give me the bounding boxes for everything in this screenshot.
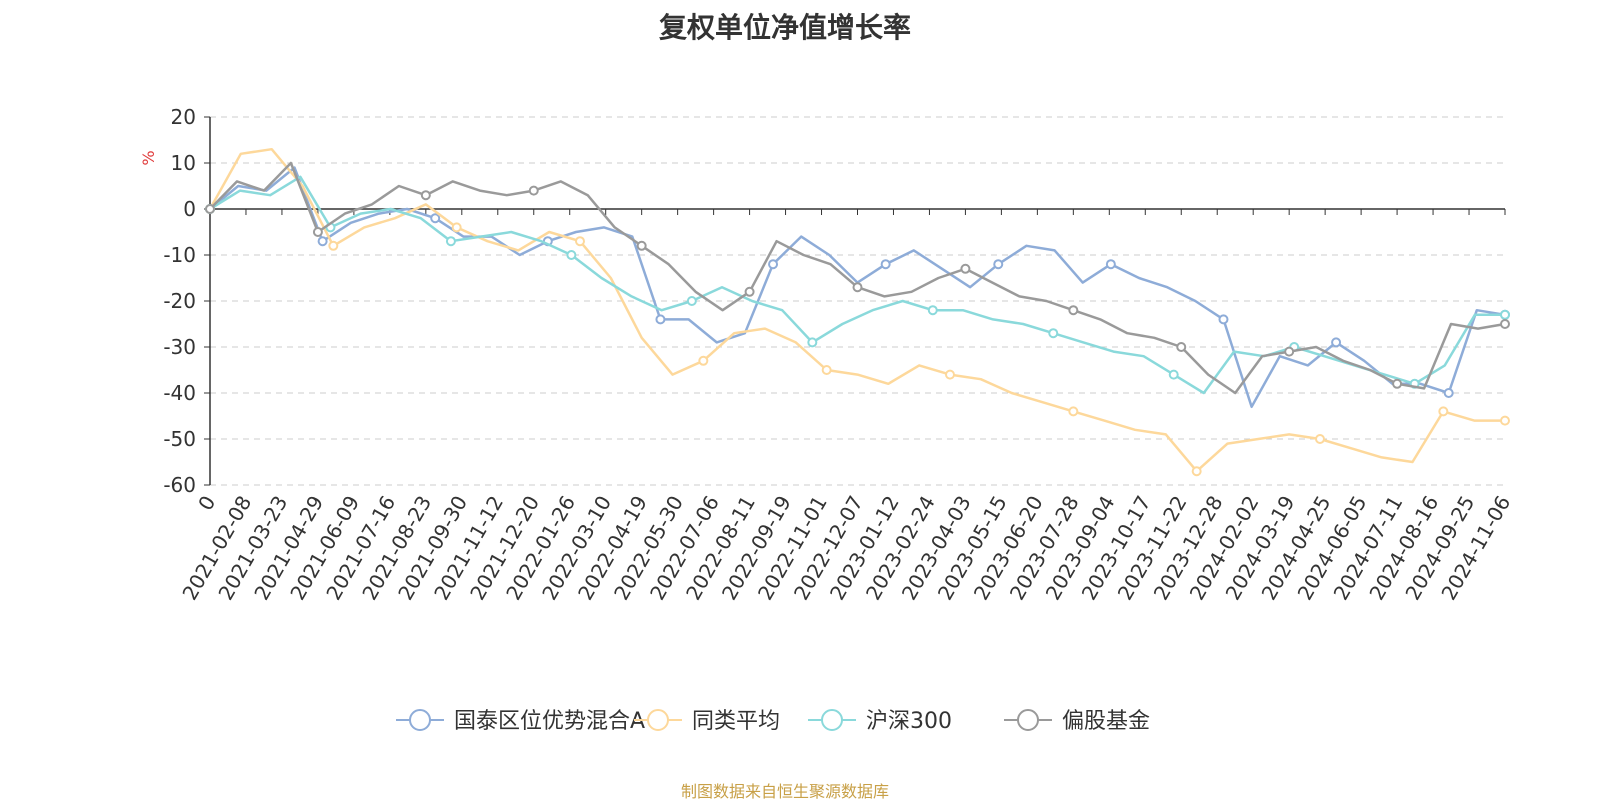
- data-point: [1176, 342, 1187, 352]
- x-tick-label: 0: [193, 492, 220, 515]
- data-point: [430, 213, 441, 224]
- legend-item-4[interactable]: 偏股基金: [1004, 709, 1150, 734]
- data-point: [880, 259, 891, 270]
- legend-marker-icon: [647, 709, 669, 731]
- data-point: [451, 222, 462, 233]
- data-point: [698, 355, 709, 366]
- y-tick-label: -40: [163, 381, 196, 405]
- data-point: [1331, 337, 1342, 348]
- data-point: [1105, 259, 1116, 270]
- legend-item-3[interactable]: 沪深300: [808, 709, 952, 734]
- data-point: [686, 296, 697, 306]
- data-point: [636, 240, 647, 251]
- data-point: [1438, 406, 1449, 417]
- y-tick-label: 0: [183, 197, 196, 221]
- legend-item-2[interactable]: 同类平均: [634, 709, 780, 734]
- legend-item-1[interactable]: 国泰区位优势混合A: [396, 709, 645, 734]
- legend-label: 国泰区位优势混合A: [454, 709, 645, 734]
- data-point: [566, 250, 577, 260]
- data-point: [1500, 319, 1510, 329]
- data-point: [993, 259, 1004, 270]
- data-point: [445, 236, 456, 247]
- legend-marker-icon: [409, 709, 431, 731]
- data-point: [1191, 466, 1202, 477]
- legend-label: 同类平均: [692, 709, 780, 734]
- data-point: [1068, 305, 1079, 316]
- data-point: [312, 227, 323, 237]
- data-point: [945, 369, 955, 380]
- data-point: [1218, 314, 1229, 325]
- data-point: [420, 190, 431, 201]
- data-point: [1443, 388, 1454, 398]
- data-point: [852, 282, 863, 293]
- data-point: [744, 286, 755, 297]
- data-point: [927, 305, 938, 316]
- data-point: [1392, 378, 1403, 389]
- y-tick-label: -50: [163, 427, 196, 451]
- data-point: [317, 236, 328, 247]
- data-point: [960, 263, 971, 274]
- data-point: [807, 337, 818, 348]
- legend-marker-icon: [821, 709, 843, 731]
- data-point: [1168, 369, 1179, 380]
- legend-label: 沪深300: [866, 709, 952, 734]
- chart-title: 复权单位净值增长率: [658, 11, 911, 44]
- y-tick-label: 10: [171, 151, 196, 175]
- y-tick-label: -30: [163, 335, 196, 359]
- source-note: 制图数据来自恒生聚源数据库: [680, 782, 889, 801]
- y-tick-label: -20: [163, 289, 196, 313]
- series-line-4: [209, 161, 1506, 395]
- data-point: [575, 236, 585, 247]
- legend-marker-icon: [1017, 709, 1039, 731]
- data-point: [205, 204, 215, 214]
- y-tick-label: -60: [163, 473, 196, 497]
- y-axis-unit-label: %: [139, 150, 158, 165]
- series-line-2: [208, 147, 1505, 473]
- data-point: [821, 365, 832, 375]
- y-tick-label: 20: [171, 105, 196, 129]
- data-point: [1500, 309, 1510, 320]
- data-point: [1048, 328, 1059, 339]
- data-point: [528, 185, 539, 196]
- legend-label: 偏股基金: [1062, 709, 1150, 734]
- data-point: [1068, 406, 1079, 417]
- y-tick-label: -10: [163, 243, 196, 267]
- data-point: [768, 259, 779, 270]
- data-point: [328, 240, 339, 251]
- data-point: [1500, 415, 1510, 426]
- data-point: [1284, 346, 1295, 357]
- data-point: [655, 314, 666, 325]
- data-point: [1315, 434, 1325, 444]
